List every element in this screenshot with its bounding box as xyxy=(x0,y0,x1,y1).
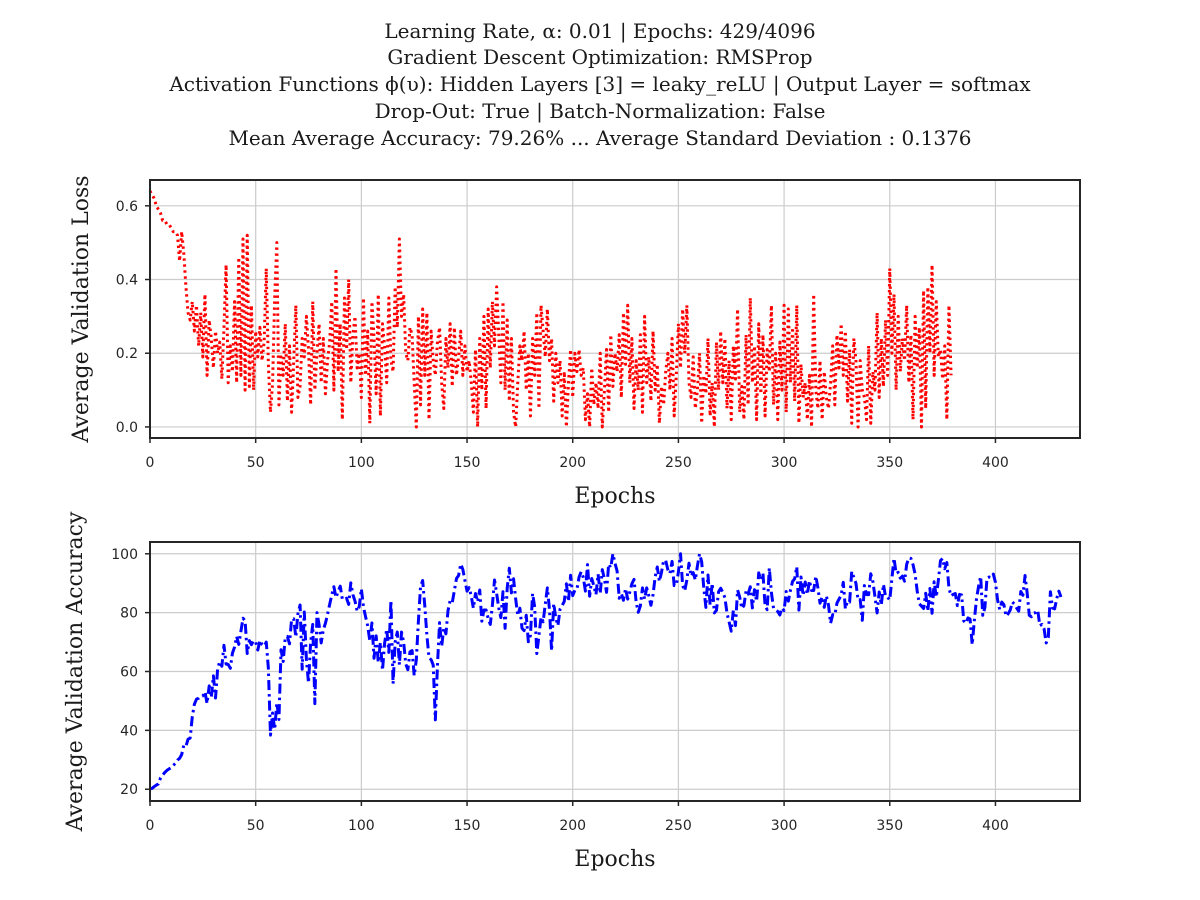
loss-y-axis: 0.0 0.2 0.4 0.6 xyxy=(116,199,150,436)
loss-x-axis: 0 50 100 150 200 250 300 350 400 xyxy=(146,438,1009,471)
accuracy-y-tick-label: 100 xyxy=(111,547,138,563)
accuracy-y-tick-label: 20 xyxy=(120,782,138,798)
loss-y-axis-label: Average Validation Loss xyxy=(69,175,94,443)
loss-y-tick-label: 0.0 xyxy=(116,420,138,436)
title-line-2: Gradient Descent Optimization: RMSProp xyxy=(387,45,812,69)
accuracy-subplot: 0 50 100 150 200 250 300 350 400 20 40 60 80 100 Epo… xyxy=(63,511,1081,872)
title-line-4: Drop-Out: True | Batch-Normalization: Fa… xyxy=(375,99,826,124)
accuracy-x-tick-label: 250 xyxy=(665,818,692,834)
accuracy-x-axis-label: Epochs xyxy=(574,847,655,872)
accuracy-y-axis-label: Average Validation Accuracy xyxy=(63,511,88,832)
accuracy-y-tick-label: 60 xyxy=(120,665,138,681)
loss-y-tick-label: 0.4 xyxy=(116,273,138,289)
loss-plot-frame xyxy=(149,179,1081,439)
title-line-1: Learning Rate, α: 0.01 | Epochs: 429/409… xyxy=(384,19,815,44)
accuracy-x-tick-label: 400 xyxy=(982,818,1009,834)
accuracy-x-tick-label: 300 xyxy=(771,818,798,834)
loss-y-tick-label: 0.2 xyxy=(116,346,138,362)
accuracy-x-tick-label: 0 xyxy=(146,818,155,834)
accuracy-y-tick-label: 40 xyxy=(120,723,138,739)
accuracy-x-tick-label: 350 xyxy=(876,818,903,834)
loss-x-tick-label: 350 xyxy=(876,455,903,471)
loss-series-line xyxy=(148,190,953,429)
accuracy-x-tick-label: 50 xyxy=(247,818,265,834)
loss-subplot: 0 50 100 150 200 250 300 350 400 0.0 0.2 0.4 0.6 Ep… xyxy=(69,175,1081,509)
accuracy-y-tick-label: 80 xyxy=(120,606,138,622)
loss-x-tick-label: 400 xyxy=(982,455,1009,471)
loss-x-tick-label: 200 xyxy=(559,455,586,471)
accuracy-x-axis: 0 50 100 150 200 250 300 350 400 xyxy=(146,801,1009,834)
title-line-5: Mean Average Accuracy: 79.26% ... Averag… xyxy=(228,126,971,150)
loss-series-layer xyxy=(148,190,953,429)
loss-y-tick-label: 0.6 xyxy=(116,199,138,215)
accuracy-x-tick-label: 150 xyxy=(454,818,481,834)
loss-x-axis-label: Epochs xyxy=(574,484,655,509)
accuracy-series-layer xyxy=(149,552,1063,791)
loss-x-tick-label: 300 xyxy=(771,455,798,471)
loss-x-tick-label: 250 xyxy=(665,455,692,471)
loss-x-tick-label: 100 xyxy=(348,455,375,471)
title-line-3: Activation Functions ϕ(υ): Hidden Layers… xyxy=(168,72,1031,97)
accuracy-x-tick-label: 100 xyxy=(348,818,375,834)
accuracy-series-line xyxy=(149,552,1063,791)
loss-x-tick-label: 150 xyxy=(454,455,481,471)
figure-title: Learning Rate, α: 0.01 | Epochs: 429/409… xyxy=(168,19,1031,150)
accuracy-y-axis: 20 40 60 80 100 xyxy=(111,547,150,798)
accuracy-x-tick-label: 200 xyxy=(559,818,586,834)
loss-x-tick-label: 0 xyxy=(146,455,155,471)
loss-x-tick-label: 50 xyxy=(247,455,265,471)
